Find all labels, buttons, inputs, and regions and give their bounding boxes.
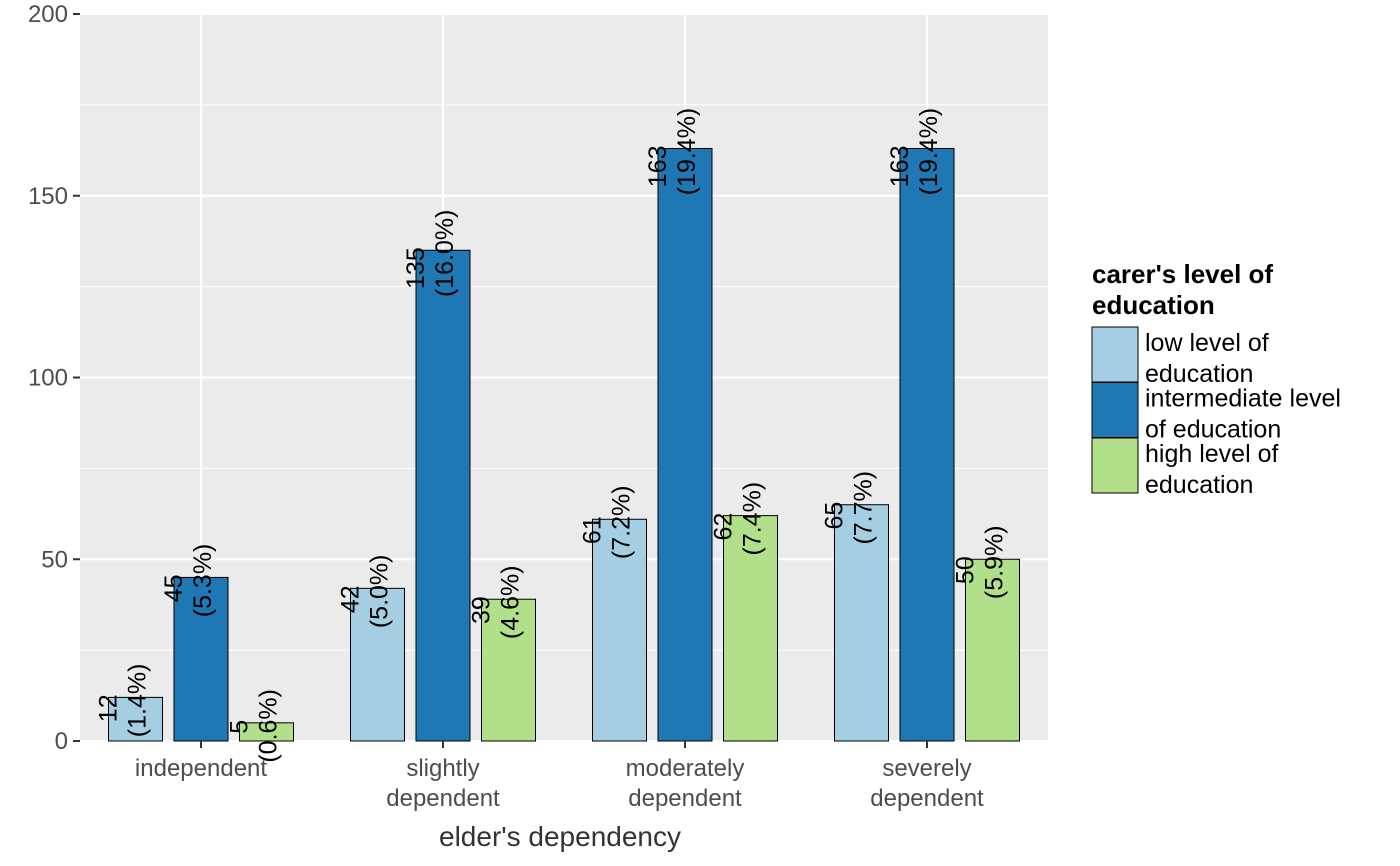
bar-value-label: 163 xyxy=(644,145,672,187)
bar-value-label: 12 xyxy=(95,694,123,722)
bar-value-label: 163 xyxy=(886,145,914,187)
bar-percent-label: (19.4%) xyxy=(915,108,943,196)
bar-percent-label: (4.6%) xyxy=(497,565,525,639)
bar-percent-label: (0.6%) xyxy=(255,689,283,763)
bar-value-label: 62 xyxy=(710,513,738,541)
y-tick-label: 50 xyxy=(41,546,68,573)
bar-value-label: 135 xyxy=(402,247,430,289)
x-tick-label: moderately xyxy=(626,755,745,782)
y-tick-label: 150 xyxy=(28,183,68,210)
bar xyxy=(723,515,778,742)
bar xyxy=(965,558,1020,742)
bars xyxy=(108,147,1020,742)
x-tick-label: dependent xyxy=(870,785,984,812)
legend-label: intermediate level xyxy=(1145,385,1341,413)
legend-key xyxy=(1091,326,1139,383)
bar-percent-label: (5.9%) xyxy=(981,525,1009,599)
bar-value-label: 65 xyxy=(821,502,849,530)
bar-value-label: 42 xyxy=(337,585,365,613)
y-tick-label: 100 xyxy=(28,365,68,392)
bar xyxy=(834,504,889,742)
bar xyxy=(481,598,536,742)
bar xyxy=(415,249,471,742)
bar-percent-label: (1.4%) xyxy=(124,664,152,738)
bar xyxy=(350,587,405,742)
legend-key xyxy=(1091,437,1139,494)
legend-label: education xyxy=(1145,471,1253,499)
bar-percent-label: (19.4%) xyxy=(673,108,701,196)
legend-title: carer's level of xyxy=(1092,259,1273,289)
y-axis: 0 50 100 150 200 xyxy=(28,1,80,755)
bar-percent-label: (5.3%) xyxy=(189,544,217,618)
bar-value-label: 39 xyxy=(468,596,496,624)
bar-percent-label: (5.0%) xyxy=(366,555,394,629)
x-axis-title: elder's dependency xyxy=(439,821,681,852)
legend-label: high level of xyxy=(1145,440,1278,468)
legend-label: low level of xyxy=(1145,329,1269,357)
bar xyxy=(657,147,713,742)
data-labels: 12 (1.4%) 45 (5.3%) 5 (0.6%) 42 (5.0%) 135 (16.0%… xyxy=(95,108,1009,763)
x-tick-label: dependent xyxy=(386,785,500,812)
x-axis: independent slightly dependent moderately de… xyxy=(135,741,984,812)
bar xyxy=(592,518,647,742)
bar xyxy=(108,696,163,742)
legend-label: education xyxy=(1145,360,1253,388)
bar-percent-label: (7.7%) xyxy=(850,471,878,545)
bar-value-label: 50 xyxy=(952,556,980,584)
x-tick-label: dependent xyxy=(628,785,742,812)
bar xyxy=(899,147,955,742)
x-tick-label: independent xyxy=(135,755,267,782)
bar-value-label: 61 xyxy=(579,516,607,544)
x-tick-label: slightly xyxy=(406,755,479,782)
bar-value-label: 45 xyxy=(160,574,188,602)
bar-value-label: 5 xyxy=(226,720,254,734)
legend-title: education xyxy=(1092,290,1215,320)
bar-percent-label: (7.4%) xyxy=(739,482,767,556)
legend-label: of education xyxy=(1145,416,1281,444)
x-tick-label: severely xyxy=(882,755,971,782)
bar-percent-label: (16.0%) xyxy=(431,210,459,298)
bar xyxy=(239,722,294,742)
y-tick-label: 0 xyxy=(55,728,68,755)
y-tick-label: 200 xyxy=(28,1,68,28)
bar-percent-label: (7.2%) xyxy=(608,485,636,559)
legend-key xyxy=(1091,382,1139,438)
